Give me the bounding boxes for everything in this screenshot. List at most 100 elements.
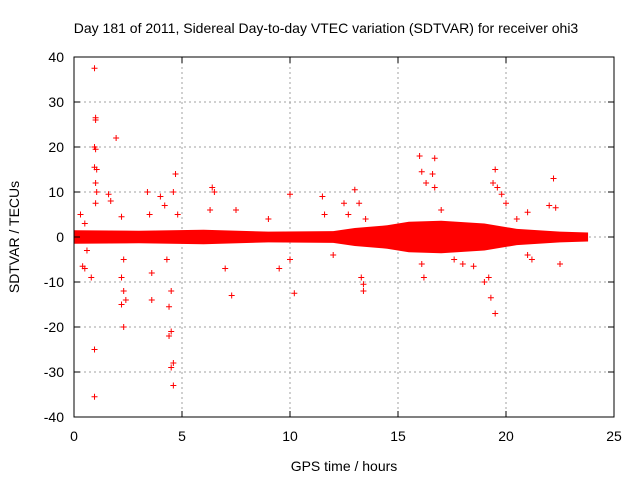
data-point	[492, 310, 499, 317]
data-point	[120, 256, 127, 263]
data-point	[166, 303, 173, 310]
data-point	[351, 186, 358, 193]
data-point	[122, 297, 129, 303]
data-point	[228, 292, 235, 299]
data-point	[146, 211, 153, 218]
data-point	[113, 135, 120, 141]
data-point	[144, 189, 151, 195]
data-point	[276, 265, 283, 272]
data-point	[291, 290, 298, 297]
data-point	[170, 382, 177, 389]
data-point	[168, 364, 175, 371]
data-point	[356, 200, 363, 207]
data-point	[163, 256, 170, 263]
data-point	[81, 220, 88, 227]
data-point	[91, 346, 98, 353]
y-tick-label: 10	[48, 184, 64, 200]
data-point	[358, 274, 365, 281]
data-point	[172, 171, 179, 177]
data-point	[552, 204, 559, 211]
data-band-area	[74, 220, 589, 254]
data-point	[416, 153, 423, 159]
data-point	[287, 256, 293, 263]
data-point	[209, 184, 216, 191]
x-tick-label: 5	[178, 428, 186, 444]
data-point	[222, 265, 229, 272]
data-point	[481, 279, 488, 285]
x-axis-label: GPS time / hours	[291, 458, 398, 474]
data-point	[319, 193, 326, 200]
data-point	[93, 189, 100, 195]
data-point	[431, 184, 438, 191]
data-point	[528, 256, 535, 263]
data-point	[170, 189, 177, 195]
data-point	[287, 191, 293, 198]
data-point	[423, 180, 430, 186]
y-tick-label: 40	[48, 49, 64, 65]
data-point	[265, 216, 272, 222]
data-point	[492, 166, 499, 173]
data-point	[360, 281, 367, 288]
data-point	[459, 261, 466, 267]
data-point	[91, 65, 98, 72]
data-point	[148, 297, 155, 303]
data-point	[546, 202, 553, 209]
x-tick-label: 0	[70, 428, 78, 444]
data-point	[92, 117, 99, 123]
data-point	[105, 191, 112, 198]
data-point	[148, 270, 155, 276]
data-point	[166, 333, 173, 339]
data-point	[321, 211, 328, 218]
y-tick-label: -10	[44, 274, 64, 290]
data-point	[418, 168, 425, 175]
data-point	[170, 360, 177, 366]
y-axis-label: SDTVAR / TECUs	[6, 181, 22, 293]
chart-title: Day 181 of 2011, Sidereal Day-to-day VTE…	[74, 20, 579, 36]
data-point	[168, 288, 175, 294]
data-point	[93, 166, 100, 173]
data-point	[524, 209, 531, 216]
data-point	[77, 211, 84, 218]
data-point	[513, 216, 520, 222]
data-point	[120, 324, 127, 330]
data-points	[77, 65, 563, 400]
y-tick-label: 0	[56, 229, 64, 245]
data-point	[161, 202, 168, 209]
y-tick-label: -40	[44, 409, 64, 425]
data-point	[345, 211, 352, 218]
data-point	[157, 193, 164, 200]
y-tick-label: -30	[44, 364, 64, 380]
data-point	[429, 171, 436, 177]
data-point	[330, 252, 337, 258]
data-point	[92, 180, 99, 186]
data-point	[503, 200, 509, 207]
data-point	[431, 155, 438, 162]
data-point	[550, 175, 557, 182]
data-point	[107, 198, 114, 204]
y-tick-label: 30	[48, 94, 64, 110]
data-point	[168, 328, 175, 335]
x-tick-label: 10	[282, 428, 298, 444]
data-point	[91, 393, 98, 400]
data-point	[485, 274, 492, 281]
data-point	[487, 294, 494, 301]
data-point	[451, 256, 458, 263]
data-point	[88, 274, 95, 281]
y-tick-label: 20	[48, 139, 64, 155]
data-point	[118, 301, 125, 308]
tick-marks	[73, 56, 615, 418]
data-point	[418, 261, 425, 267]
data-point	[490, 180, 497, 186]
data-point	[118, 213, 125, 220]
data-point	[341, 200, 347, 207]
data-point	[120, 288, 127, 294]
grid-lines	[74, 57, 614, 417]
data-point	[174, 211, 181, 218]
x-tick-label: 25	[606, 428, 622, 444]
data-point	[438, 207, 445, 213]
x-tick-label: 15	[390, 428, 406, 444]
data-point	[207, 207, 214, 213]
y-tick-label: -20	[44, 319, 64, 335]
data-point	[494, 184, 501, 191]
